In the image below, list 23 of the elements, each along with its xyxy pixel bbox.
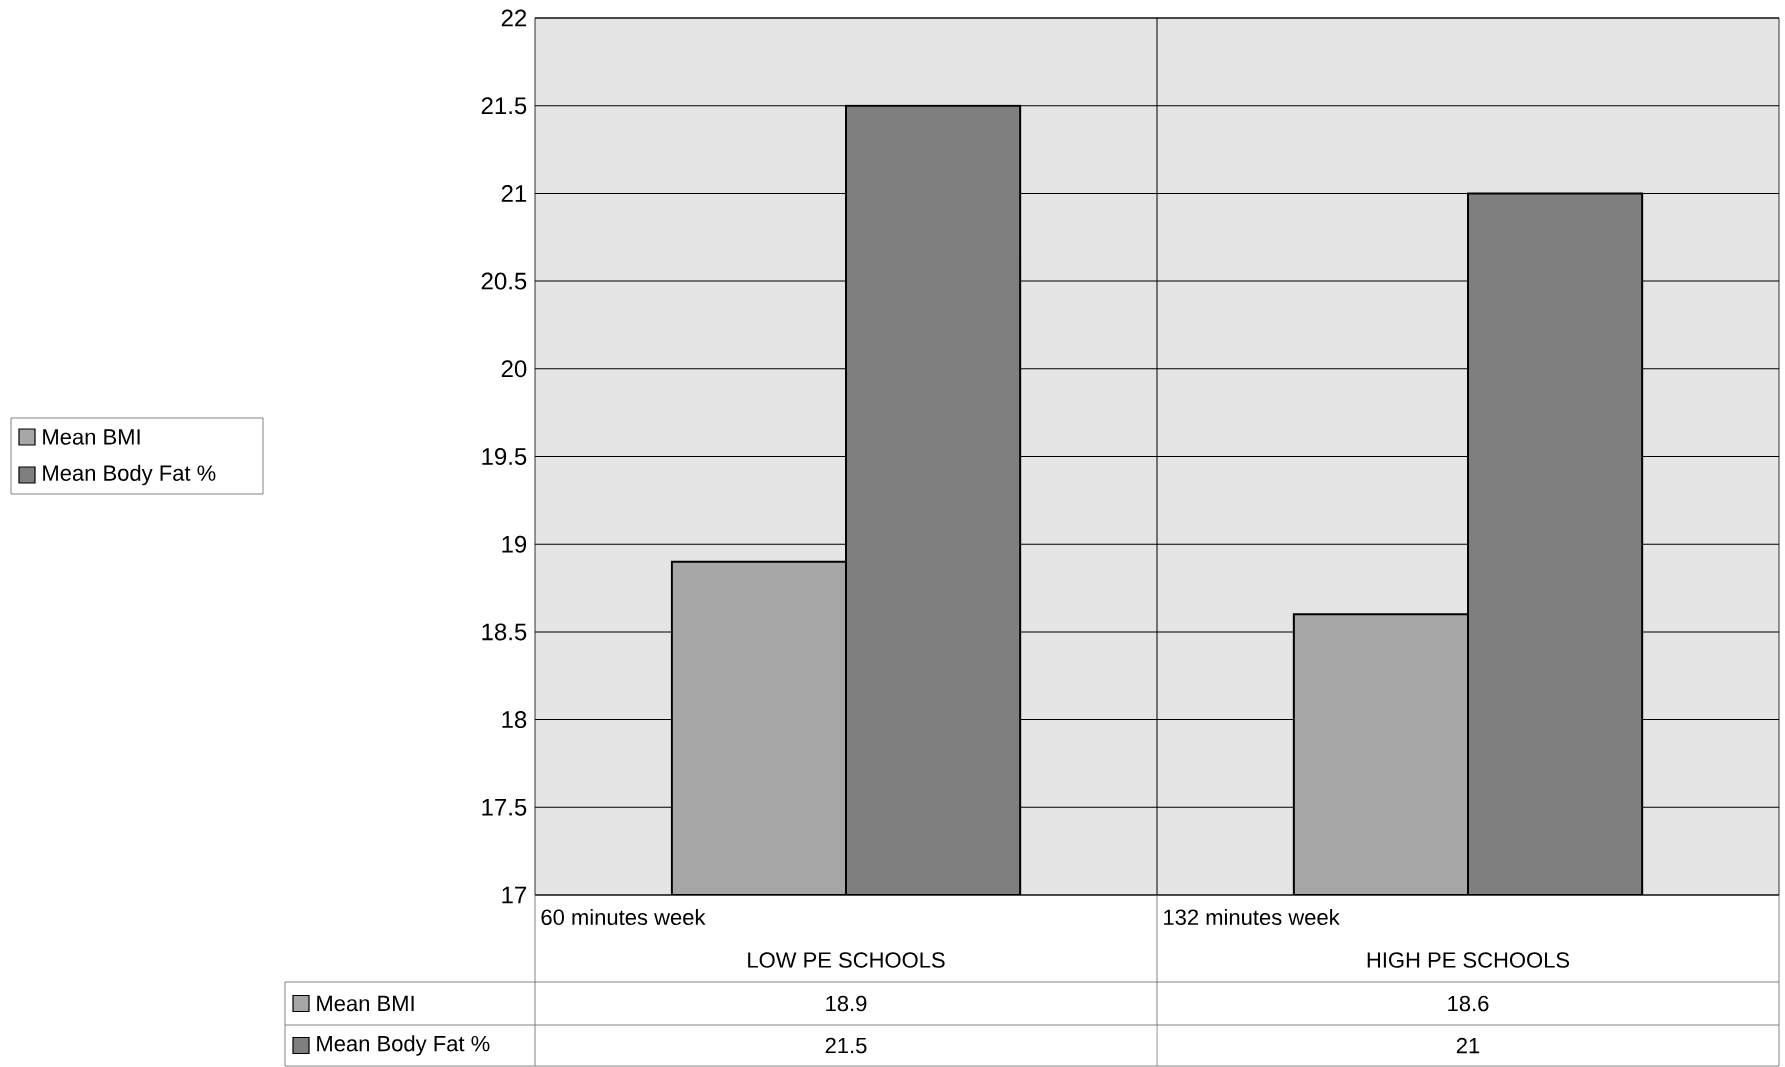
y-tick-label: 21	[501, 185, 527, 202]
legend-label: Mean BMI	[317, 995, 414, 1012]
data-label: 21	[1456, 1037, 1480, 1054]
data-label: 21.5	[825, 1037, 867, 1054]
x-tick-label: HIGH PE SCHOOLS	[1367, 952, 1570, 968]
legend-label: Mean Body Fat %	[317, 1035, 490, 1056]
text: Mean BMI	[43, 429, 140, 445]
text: 132 minutes week	[1164, 908, 1340, 926]
text: Mean Body Fat %	[43, 464, 216, 486]
y-tick-label: 21.5	[481, 97, 527, 115]
y-tick-label: 17	[502, 886, 527, 904]
y-tick-label: 18	[502, 711, 527, 729]
y-tick-label: 17.5	[482, 798, 527, 816]
y-tick-label: 22	[501, 9, 527, 27]
y-tick-label: 18.5	[482, 623, 527, 641]
y-tick-label: 20.5	[481, 272, 527, 290]
x-tick-label: LOW PE SCHOOLS	[748, 952, 945, 968]
data-label: 18.6	[1448, 995, 1489, 1012]
y-tick-label: 20	[501, 360, 527, 378]
y-tick-label: 19.5	[482, 448, 527, 465]
y-tick-label: 19	[502, 535, 527, 553]
text: 60 minutes week	[541, 908, 706, 926]
data-label: 18.9	[826, 995, 867, 1012]
